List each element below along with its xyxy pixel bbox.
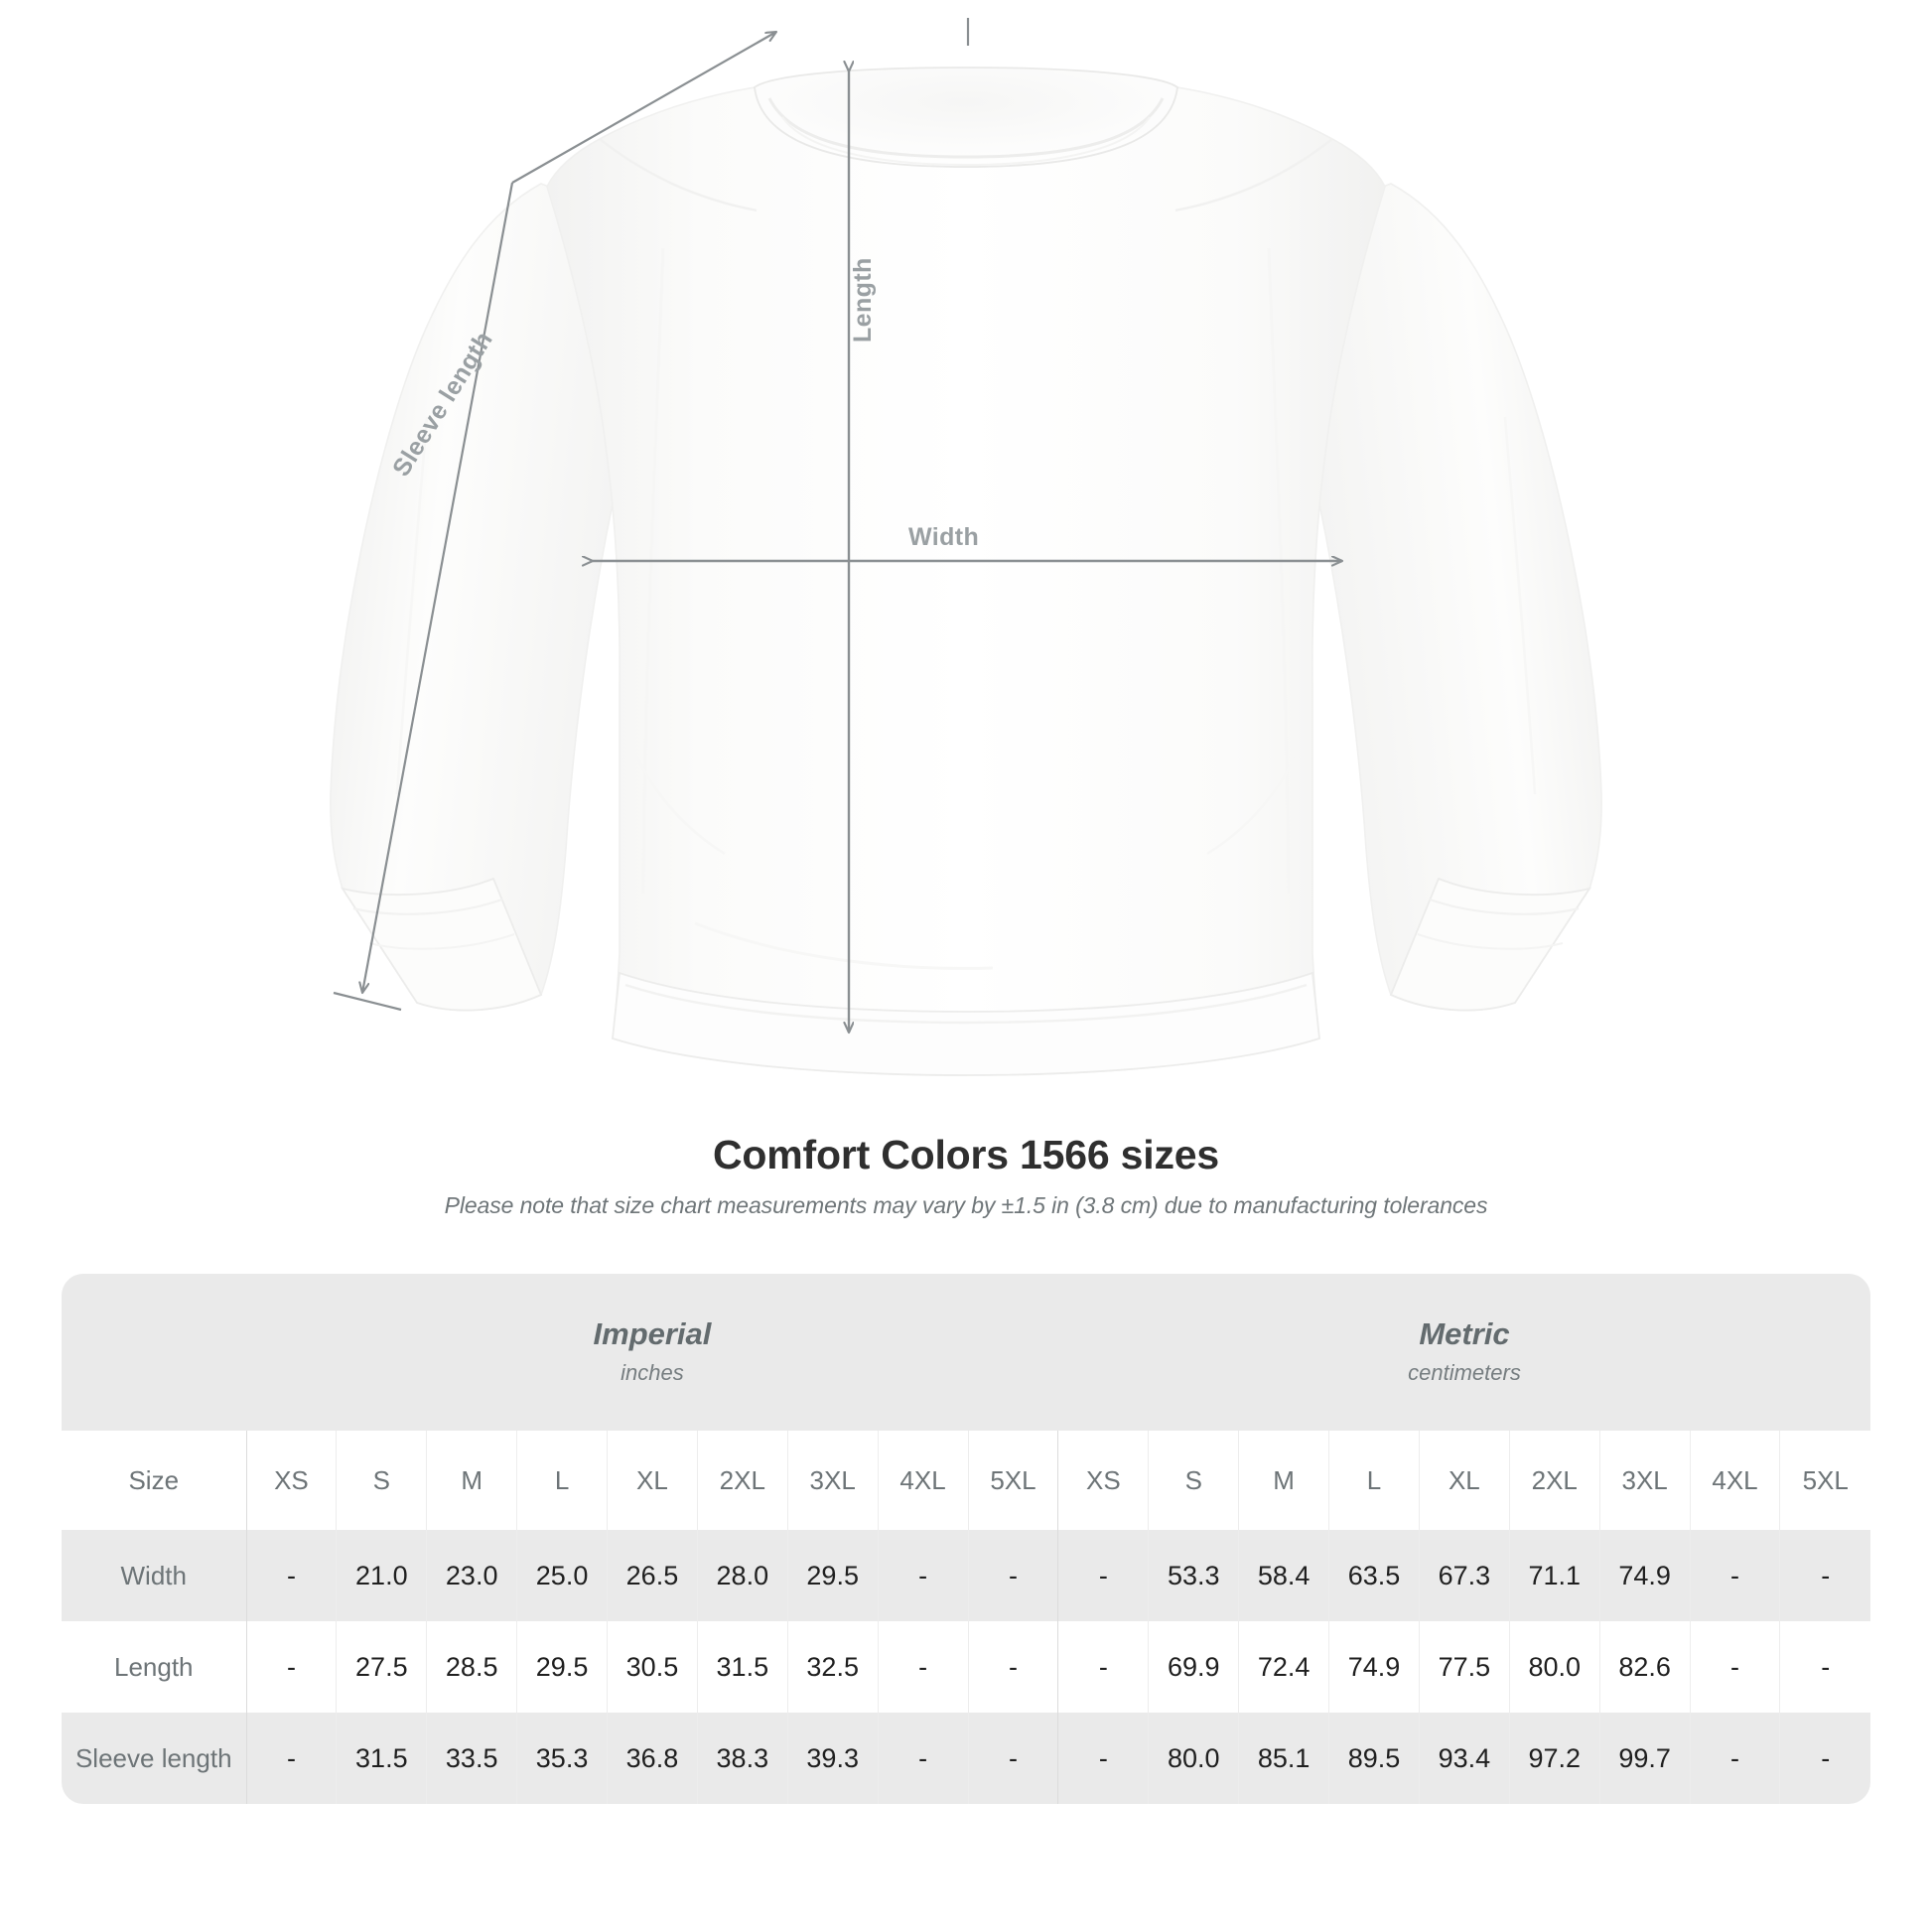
- cell-imperial: 33.5: [426, 1713, 517, 1804]
- column-header-imperial-m: M: [426, 1431, 517, 1530]
- unit-header-subtitle: centimeters: [1408, 1359, 1521, 1385]
- cell-imperial: 26.5: [607, 1530, 698, 1621]
- cell-imperial: -: [877, 1713, 968, 1804]
- row-header-length: Length: [62, 1621, 246, 1713]
- cell-imperial: 31.5: [336, 1713, 427, 1804]
- cell-imperial: -: [877, 1621, 968, 1713]
- size-chart-table: Imperial inches Metric centimeters Size XS S M L…: [62, 1274, 1870, 1804]
- cell-imperial: 31.5: [696, 1621, 788, 1713]
- column-header-metric-4xl: 4XL: [1689, 1431, 1780, 1530]
- size-chart-table-wrap: Imperial inches Metric centimeters Size XS S M L…: [62, 1274, 1870, 1804]
- column-header-imperial-l: L: [516, 1431, 608, 1530]
- row-header-sleeve-length: Sleeve length: [62, 1713, 246, 1804]
- cell-metric: -: [1057, 1621, 1149, 1713]
- cell-imperial: 38.3: [696, 1713, 788, 1804]
- cell-imperial: 36.8: [607, 1713, 698, 1804]
- cell-imperial: 32.5: [786, 1621, 879, 1713]
- cell-imperial: 28.5: [426, 1621, 517, 1713]
- row-header-width: Width: [62, 1530, 246, 1621]
- cell-metric: -: [1779, 1713, 1870, 1804]
- column-header-size: Size: [62, 1431, 246, 1530]
- unit-header-name: Metric: [1419, 1316, 1510, 1352]
- cell-metric: -: [1689, 1713, 1780, 1804]
- unit-header-name: Imperial: [593, 1316, 712, 1352]
- cell-metric: 80.0: [1148, 1713, 1239, 1804]
- unit-header-metric: Metric centimeters: [1057, 1274, 1870, 1431]
- cell-metric: -: [1689, 1530, 1780, 1621]
- garment-svg: [330, 18, 1602, 1076]
- unit-header-spacer: [62, 1274, 246, 1431]
- cell-imperial: 29.5: [786, 1530, 879, 1621]
- sleeve-length-arrow: [333, 18, 970, 1012]
- cell-metric: 85.1: [1238, 1713, 1329, 1804]
- table-row: Width -21.0 23.0 25.0 26.5 28.0 29.5- - -53.3 58.…: [62, 1530, 1870, 1621]
- width-measurement-label: Width: [908, 523, 980, 551]
- cell-metric: 72.4: [1238, 1621, 1329, 1713]
- cell-imperial: 30.5: [607, 1621, 698, 1713]
- unit-header-subtitle: inches: [621, 1359, 684, 1385]
- cell-metric: 80.0: [1508, 1621, 1600, 1713]
- cell-metric: 58.4: [1238, 1530, 1329, 1621]
- cell-metric: 97.2: [1508, 1713, 1600, 1804]
- cell-imperial: 25.0: [516, 1530, 608, 1621]
- table-size-header-row: Size XS S M L XL 2XL 3XL 4XL 5XL XS S M L XL 2XL 3XL 4XL 5…: [62, 1431, 1870, 1530]
- cell-imperial: 27.5: [336, 1621, 427, 1713]
- cell-metric: 67.3: [1418, 1530, 1510, 1621]
- column-header-imperial-3xl: 3XL: [786, 1431, 879, 1530]
- cell-metric: 69.9: [1148, 1621, 1239, 1713]
- cell-metric: 71.1: [1508, 1530, 1600, 1621]
- cell-imperial: -: [245, 1621, 337, 1713]
- page-title: Comfort Colors 1566 sizes: [713, 1132, 1219, 1177]
- cell-imperial: 35.3: [516, 1713, 608, 1804]
- cell-imperial: 39.3: [786, 1713, 879, 1804]
- cell-imperial: 28.0: [696, 1530, 788, 1621]
- column-header-metric-m: M: [1238, 1431, 1329, 1530]
- column-header-imperial-xs: XS: [245, 1431, 337, 1530]
- cell-imperial: -: [245, 1713, 337, 1804]
- column-header-metric-s: S: [1148, 1431, 1239, 1530]
- cell-imperial: -: [245, 1530, 337, 1621]
- column-header-imperial-5xl: 5XL: [967, 1431, 1058, 1530]
- cell-metric: -: [1057, 1530, 1149, 1621]
- column-header-metric-l: L: [1328, 1431, 1420, 1530]
- cell-imperial: 29.5: [516, 1621, 608, 1713]
- length-measurement-label: Length: [849, 257, 877, 343]
- cell-metric: 89.5: [1328, 1713, 1420, 1804]
- column-header-imperial-4xl: 4XL: [877, 1431, 968, 1530]
- cell-metric: 74.9: [1598, 1530, 1691, 1621]
- column-header-metric-3xl: 3XL: [1598, 1431, 1691, 1530]
- table-unit-header-row: Imperial inches Metric centimeters: [62, 1274, 1870, 1431]
- cell-metric: 82.6: [1598, 1621, 1691, 1713]
- cell-imperial: 21.0: [336, 1530, 427, 1621]
- cell-metric: 63.5: [1328, 1530, 1420, 1621]
- cell-metric: 99.7: [1598, 1713, 1691, 1804]
- column-header-metric-5xl: 5XL: [1779, 1431, 1870, 1530]
- cell-metric: -: [1689, 1621, 1780, 1713]
- column-header-metric-xs: XS: [1057, 1431, 1149, 1530]
- cell-metric: 74.9: [1328, 1621, 1420, 1713]
- cell-imperial: -: [877, 1530, 968, 1621]
- cell-metric: -: [1779, 1530, 1870, 1621]
- unit-header-imperial: Imperial inches: [246, 1274, 1058, 1431]
- cell-imperial: 23.0: [426, 1530, 517, 1621]
- title-block: Comfort Colors 1566 sizes Please note th…: [0, 1132, 1932, 1219]
- cell-metric: 93.4: [1418, 1713, 1510, 1804]
- cell-imperial: -: [967, 1530, 1058, 1621]
- cell-metric: -: [1057, 1713, 1149, 1804]
- column-header-imperial-s: S: [336, 1431, 427, 1530]
- cell-imperial: -: [967, 1621, 1058, 1713]
- cell-metric: 77.5: [1418, 1621, 1510, 1713]
- table-row: Length -27.5 28.5 29.5 30.5 31.5 32.5- - -69.9 72…: [62, 1621, 1870, 1713]
- column-header-metric-2xl: 2XL: [1508, 1431, 1600, 1530]
- cell-imperial: -: [967, 1713, 1058, 1804]
- garment-illustration: Length Width Sleeve length: [330, 18, 1602, 1076]
- cell-metric: -: [1779, 1621, 1870, 1713]
- column-header-imperial-2xl: 2XL: [696, 1431, 788, 1530]
- page-subtitle: Please note that size chart measurements…: [444, 1192, 1488, 1218]
- cell-metric: 53.3: [1148, 1530, 1239, 1621]
- table-row: Sleeve length -31.5 33.5 35.3 36.8 38.3 39.3- -…: [62, 1713, 1870, 1804]
- column-header-imperial-xl: XL: [607, 1431, 698, 1530]
- column-header-metric-xl: XL: [1418, 1431, 1510, 1530]
